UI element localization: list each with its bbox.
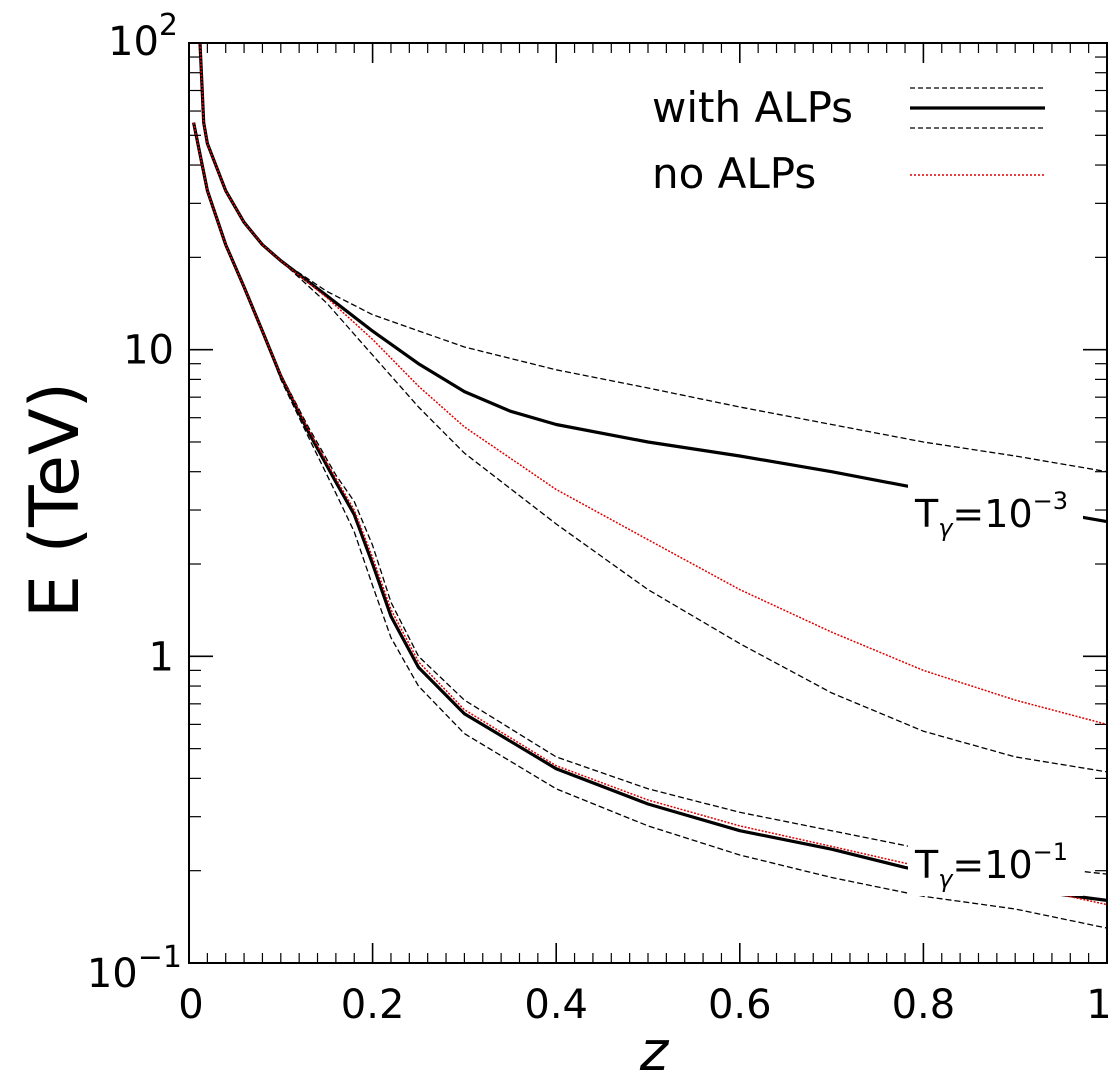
series-line (199, 43, 1107, 773)
x-tick-label: 0.6 (708, 982, 772, 1028)
legend-label-no-alps: no ALPs (652, 149, 816, 198)
legend: with ALPs no ALPs (652, 83, 1045, 198)
x-axis-label: z (639, 1020, 670, 1074)
annotation-exponent: −3 (1033, 487, 1068, 515)
annotation-t-1e-1: Tγ=10−1 (908, 838, 1083, 896)
y-axis-label: E (TeV) (16, 382, 95, 618)
annotation-equals: =10 (952, 843, 1032, 887)
series-line (199, 43, 1107, 473)
y-tick-label: 10−1 (87, 940, 182, 997)
series-line (199, 43, 1107, 726)
x-tick-label: 0 (178, 982, 203, 1028)
annotation-t-1e-3: Tγ=10−3 (908, 478, 1083, 542)
y-tick-label: 102 (108, 8, 178, 65)
series-line (192, 122, 1107, 929)
annotation-text: Tγ=10−3 (914, 487, 1068, 542)
y-tick-label: 10 (123, 328, 174, 374)
annotation-equals: =10 (952, 492, 1032, 536)
x-tick-label: 0.2 (341, 982, 405, 1028)
series-line (192, 122, 1107, 906)
annotation-t: T (914, 492, 939, 536)
annotation-exponent: −1 (1033, 838, 1068, 866)
series-layer (192, 43, 1107, 929)
minor-ticks (189, 43, 1107, 963)
annotation-backdrop (908, 838, 1083, 896)
annotation-backdrop (908, 478, 1083, 540)
y-tick-label: 1 (149, 634, 174, 680)
legend-label-with-alps: with ALPs (652, 83, 853, 132)
annotation-text: Tγ=10−1 (914, 838, 1068, 893)
x-tick-label: 0.8 (892, 982, 956, 1028)
annotation-subscript: γ (938, 514, 954, 542)
x-tick-label: 0.4 (524, 982, 588, 1028)
annotation-t: T (914, 843, 939, 887)
x-tick-label: 1 (1086, 982, 1111, 1028)
x-tick-labels: 0 0.2 0.4 0.6 0.8 1 (178, 982, 1111, 1028)
y-tick-labels: 10−1 1 10 102 (87, 8, 182, 997)
plot-frame (188, 42, 1108, 964)
annotation-subscript: γ (938, 865, 954, 893)
